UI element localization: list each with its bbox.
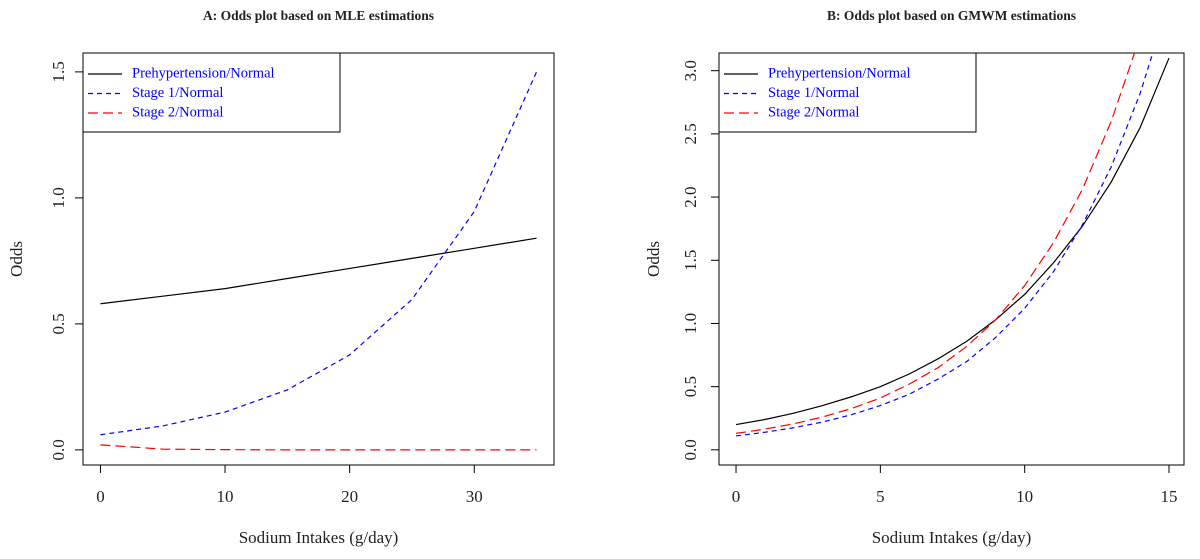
series-line <box>735 57 1170 426</box>
legend-box <box>718 52 977 133</box>
y-tick-label: 1.5 <box>681 250 700 271</box>
series-line <box>735 53 1154 437</box>
chart-title: A: Odds plot based on MLE estimations <box>203 8 434 23</box>
y-tick-label: 0.0 <box>49 439 68 460</box>
y-tick-label: 0.5 <box>681 376 700 397</box>
y-tick-label: 0.5 <box>49 313 68 334</box>
y-tick-label: 0.0 <box>681 439 700 460</box>
chart-title: B: Odds plot based on GMWM estimations <box>827 8 1076 23</box>
legend-box <box>82 52 341 133</box>
plot-area <box>100 71 538 451</box>
series-line <box>100 444 537 451</box>
y-tick-label: 3.0 <box>681 60 700 81</box>
series-line <box>100 237 537 305</box>
x-tick-label: 10 <box>1016 487 1033 506</box>
x-axis-title: Sodium Intakes (g/day) <box>239 528 399 547</box>
plot-area <box>735 53 1170 437</box>
legend-label: Stage 2/Normal <box>132 104 223 120</box>
x-tick-label: 20 <box>341 487 358 506</box>
legend-label: Stage 1/Normal <box>768 85 859 101</box>
y-tick-label: 1.5 <box>49 61 68 82</box>
y-axis-title: Odds <box>7 241 26 277</box>
series-line <box>100 71 538 436</box>
x-tick-label: 15 <box>1160 487 1177 506</box>
legend-label: Stage 1/Normal <box>132 85 223 101</box>
y-axis-title: Odds <box>644 241 663 277</box>
y-tick-label: 1.0 <box>681 313 700 334</box>
y-tick-label: 2.5 <box>681 123 700 144</box>
x-axis-title: Sodium Intakes (g/day) <box>872 528 1032 547</box>
x-tick-label: 10 <box>217 487 234 506</box>
x-tick-label: 0 <box>732 487 741 506</box>
legend-label: Prehypertension/Normal <box>768 65 911 81</box>
x-tick-label: 30 <box>466 487 483 506</box>
y-tick-label: 2.0 <box>681 186 700 207</box>
legend-label: Prehypertension/Normal <box>132 65 275 81</box>
legend-label: Stage 2/Normal <box>768 104 859 120</box>
x-tick-label: 0 <box>96 487 105 506</box>
y-tick-label: 1.0 <box>49 187 68 208</box>
x-tick-label: 5 <box>876 487 885 506</box>
series-line <box>735 53 1136 434</box>
